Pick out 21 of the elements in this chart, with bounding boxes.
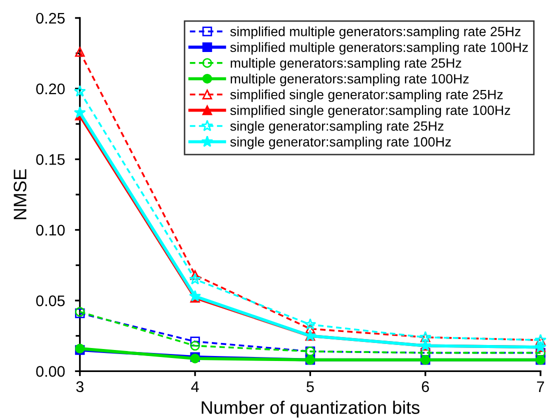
x-axis-title: Number of quantization bits: [202, 400, 420, 418]
x-tick-label: 3: [76, 381, 84, 392]
legend-label: single generator:sampling rate 100Hz: [230, 136, 451, 150]
legend-label: multiple generators:sampling rate 100Hz: [230, 74, 469, 86]
y-tick-label: 0.20: [36, 83, 65, 94]
legend-label: multiple generators:sampling rate 25Hz: [230, 58, 462, 70]
legend-label: simplified multiple generators:sampling rate 100Hz: [230, 42, 528, 55]
y-axis-title: NMSE: [14, 169, 26, 220]
y-tick-label: 0.25: [36, 12, 65, 24]
y-tick-label: 0.05: [36, 295, 65, 306]
y-tick-label: 0.15: [36, 154, 65, 165]
x-tick-label: 6: [422, 381, 429, 392]
legend-label: simplified multiple generators:sampling rate 25Hz: [230, 26, 520, 39]
legend-label: simplified single generator:sampling rate 25Hz: [230, 89, 503, 102]
x-tick-label: 5: [306, 381, 314, 392]
legend-label: single generator:sampling rate 25Hz: [230, 121, 444, 134]
x-tick-label: 4: [191, 381, 199, 392]
y-tick-label: 0.00: [36, 366, 65, 377]
y-tick-label: 0.10: [36, 224, 65, 236]
legend-label: simplified single generator:sampling rate 100Hz: [230, 105, 510, 118]
x-tick-label: 7: [537, 381, 544, 392]
